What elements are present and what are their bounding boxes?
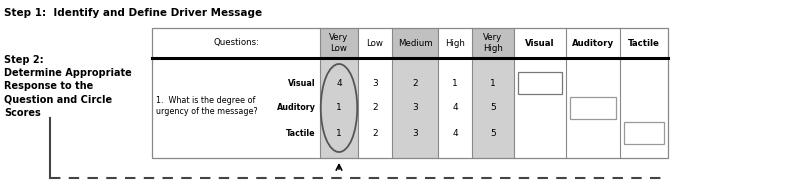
Text: 2: 2	[372, 103, 378, 113]
Text: 1: 1	[490, 78, 496, 87]
Bar	[320, 58, 358, 158]
Bar	[570, 97, 616, 119]
Text: 4: 4	[336, 78, 342, 87]
Text: 5: 5	[490, 103, 496, 113]
Text: 4: 4	[452, 103, 458, 113]
Bar	[472, 28, 514, 58]
Text: 1: 1	[336, 103, 342, 113]
Text: Tactile: Tactile	[628, 39, 660, 47]
Text: 2: 2	[372, 129, 378, 137]
Bar	[518, 72, 562, 94]
Text: Tactile: Tactile	[286, 129, 316, 137]
Text: Step 2:
Determine Appropriate
Response to the
Question and Circle
Scores: Step 2: Determine Appropriate Response t…	[4, 55, 132, 118]
Text: Step 1:  Identify and Define Driver Message: Step 1: Identify and Define Driver Messa…	[4, 8, 262, 18]
Bar	[152, 28, 668, 158]
Text: Visual: Visual	[526, 39, 554, 47]
Bar	[392, 58, 438, 158]
Text: Very
High: Very High	[483, 33, 503, 53]
Text: Auditory: Auditory	[277, 103, 316, 113]
Text: Auditory: Auditory	[572, 39, 614, 47]
Text: 5: 5	[490, 129, 496, 137]
Bar	[392, 28, 438, 58]
Text: 3: 3	[412, 129, 418, 137]
Text: 3: 3	[372, 78, 378, 87]
Text: Low: Low	[366, 39, 383, 47]
Text: 1: 1	[452, 78, 458, 87]
Text: 4: 4	[452, 129, 458, 137]
Text: Questions:: Questions:	[213, 39, 259, 47]
Bar	[320, 28, 358, 58]
Bar	[624, 122, 664, 144]
Text: High: High	[445, 39, 465, 47]
Text: Visual: Visual	[288, 78, 316, 87]
Bar	[472, 58, 514, 158]
Text: 3: 3	[412, 103, 418, 113]
Text: 1: 1	[336, 129, 342, 137]
Text: 1.  What is the degree of
urgency of the message?: 1. What is the degree of urgency of the …	[156, 96, 258, 116]
Text: Medium: Medium	[398, 39, 432, 47]
Text: 2: 2	[412, 78, 418, 87]
Text: Very
Low: Very Low	[330, 33, 349, 53]
